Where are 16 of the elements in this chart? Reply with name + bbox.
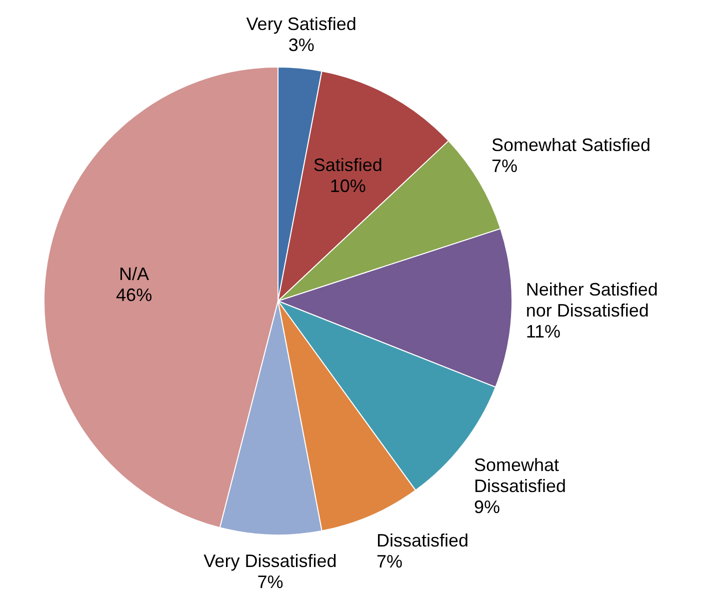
slice-label: Very Dissatisfied <box>204 550 337 571</box>
slice-label: N/A <box>119 264 150 284</box>
data-label: 10% <box>330 176 366 196</box>
slice-label: Very Satisfied <box>246 14 356 34</box>
data-label: 46% <box>116 284 152 305</box>
slice-label: Satisfied <box>313 154 382 175</box>
slice-label: Somewhat Dissatisfied <box>474 455 566 496</box>
data-label: 7% <box>376 552 403 572</box>
data-label: 7% <box>491 156 518 176</box>
slice-label: Neither Satisfied nor Dissatisfied <box>526 279 658 320</box>
data-label: 9% <box>474 497 500 517</box>
slice-label: Dissatisfied <box>376 530 469 551</box>
data-label: 11% <box>526 321 561 342</box>
data-label: 7% <box>257 572 284 592</box>
slice-label: Somewhat Satisfied <box>491 134 651 155</box>
data-label: 3% <box>288 35 314 56</box>
